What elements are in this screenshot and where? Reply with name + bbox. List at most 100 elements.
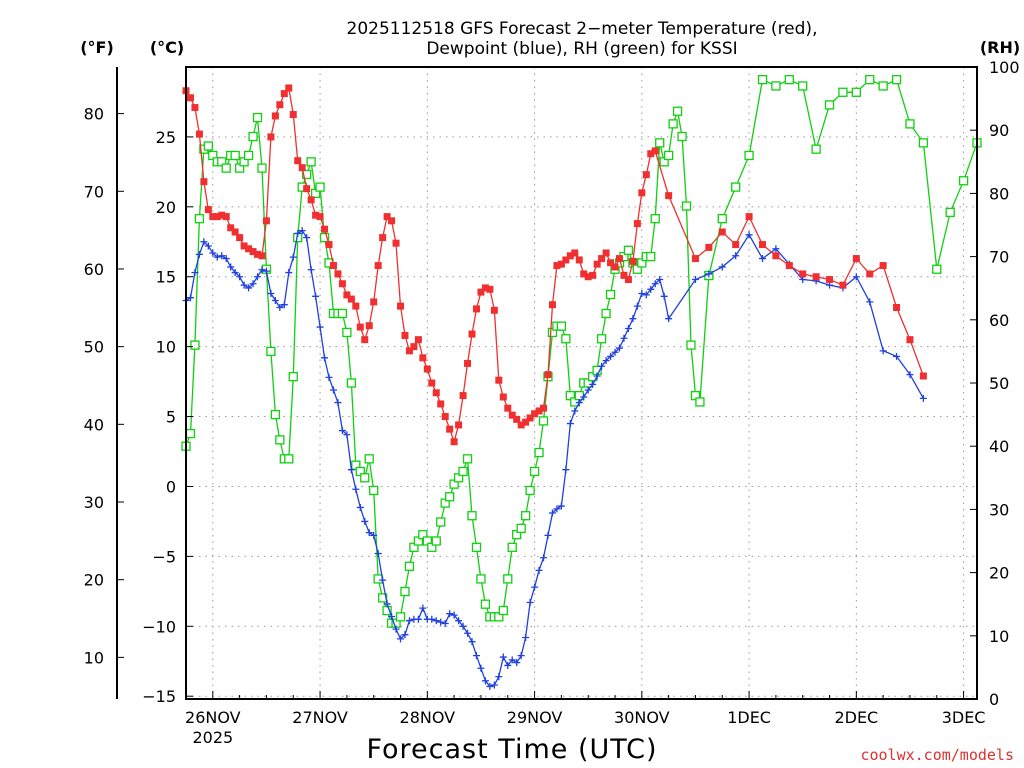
temperature-point xyxy=(258,252,266,260)
time-tick-label: 3DEC xyxy=(942,708,986,727)
temperature-series xyxy=(182,84,927,446)
temperature-point xyxy=(285,84,293,92)
temperature-point xyxy=(906,336,914,344)
dewpoint-point xyxy=(548,509,556,517)
dewpoint-point xyxy=(732,252,740,260)
dewpoint-point xyxy=(642,291,650,299)
dewpoint-point xyxy=(428,615,436,623)
dewpoint-point xyxy=(227,263,235,271)
rh-tick-label: 10 xyxy=(989,627,1009,646)
temperature-point xyxy=(526,414,534,422)
rh-tick-label: 90 xyxy=(989,121,1009,140)
rh-point xyxy=(190,340,200,350)
temperature-point xyxy=(531,410,539,418)
dewpoint-point xyxy=(580,393,588,401)
temperature-point xyxy=(499,393,507,401)
dewpoint-point xyxy=(651,280,659,288)
dewpoint-point xyxy=(638,290,646,298)
rh-point xyxy=(275,435,285,445)
temperature-point xyxy=(598,255,606,263)
dewpoint-point xyxy=(437,618,445,626)
dewpoint-point xyxy=(464,629,472,637)
dewpoint-point xyxy=(481,677,489,685)
temperature-point xyxy=(459,392,467,400)
rh-point xyxy=(284,454,294,464)
rh-point xyxy=(525,485,535,496)
celsius-tick-label: 20 xyxy=(156,198,176,217)
temperature-point xyxy=(432,389,440,397)
dewpoint-point xyxy=(593,372,601,380)
dewpoint-point xyxy=(624,324,632,332)
temperature-point xyxy=(204,206,212,214)
temperature-point xyxy=(186,94,194,102)
temperature-point xyxy=(254,250,262,258)
temperature-point xyxy=(392,239,400,247)
temperature-point xyxy=(298,164,306,172)
temperature-point xyxy=(504,404,512,412)
time-tick-label: 29NOV xyxy=(507,708,563,727)
dewpoint-point xyxy=(557,502,565,510)
rh-tick-label: 100 xyxy=(989,58,1020,77)
rh-point xyxy=(185,428,196,439)
temperature-point xyxy=(812,273,820,281)
temperature-point xyxy=(472,305,480,313)
dewpoint-point xyxy=(772,245,780,253)
dewpoint-point xyxy=(388,613,396,621)
rh-point xyxy=(373,574,383,584)
time-tick-label: 26NOV xyxy=(185,708,241,727)
rh-point xyxy=(672,106,683,116)
dewpoint-point xyxy=(660,292,668,300)
rh-point xyxy=(905,119,915,129)
rh-point xyxy=(431,536,441,546)
temperature-point xyxy=(826,276,834,284)
temperature-point xyxy=(455,421,463,429)
temperature-point xyxy=(732,241,740,249)
fahrenheit-tick-label: 70 xyxy=(84,182,104,201)
temperature-point xyxy=(584,273,592,281)
dewpoint-point xyxy=(522,633,530,641)
celsius-unit-label: (°C) xyxy=(150,38,184,57)
rh-point xyxy=(668,119,678,129)
time-tick-label: 28NOV xyxy=(400,708,456,727)
temperature-point xyxy=(705,243,713,251)
dewpoint-point xyxy=(919,394,927,402)
dewpoint-point xyxy=(504,661,512,669)
dewpoint-point xyxy=(383,600,391,608)
rh-point xyxy=(458,466,468,477)
rh-point xyxy=(596,334,607,344)
temperature-point xyxy=(236,234,244,242)
dewpoint-point xyxy=(629,315,637,323)
dewpoint-point xyxy=(365,529,373,537)
rh-point xyxy=(257,163,267,173)
rh-tick-label: 30 xyxy=(989,500,1009,519)
rh-tick-label: 70 xyxy=(989,248,1009,267)
dewpoint-point xyxy=(459,622,467,630)
rh-point xyxy=(538,416,549,426)
rh-point xyxy=(507,542,517,552)
rh-tick-label: 60 xyxy=(989,311,1009,330)
dewpoint-point xyxy=(280,301,288,309)
rh-point xyxy=(346,378,357,388)
year-label: 2025 xyxy=(192,728,233,747)
temperature-point xyxy=(589,271,597,279)
dewpoint-point xyxy=(347,466,355,474)
temperature-point xyxy=(607,259,615,267)
fahrenheit-tick-label: 40 xyxy=(84,415,104,434)
dewpoint-point xyxy=(397,635,405,643)
dewpoint-point xyxy=(236,273,244,281)
rh-point xyxy=(932,264,942,274)
rh-point xyxy=(404,561,415,571)
temperature-point xyxy=(414,336,422,344)
temperature-point xyxy=(651,147,659,155)
dewpoint-point xyxy=(575,399,583,407)
temperature-point xyxy=(772,252,780,260)
temperature-point xyxy=(383,213,391,221)
temperature-point xyxy=(195,130,203,138)
temperature-point xyxy=(893,303,901,311)
temperature-point xyxy=(249,248,257,256)
temperature-point xyxy=(191,104,199,112)
dewpoint-point xyxy=(450,611,458,619)
rh-point xyxy=(650,214,660,224)
rh-point xyxy=(400,586,410,597)
dewpoint-point xyxy=(298,227,306,235)
